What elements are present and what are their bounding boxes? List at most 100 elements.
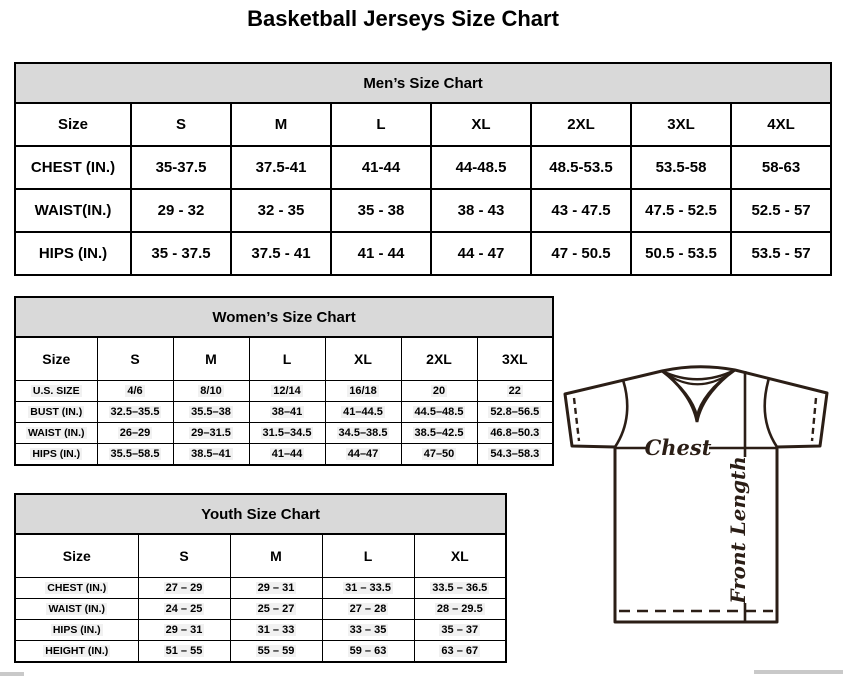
size-value-cell: 32 - 35 bbox=[230, 188, 332, 233]
size-value-cell: 41 - 44 bbox=[330, 231, 432, 276]
row-label-cell: HIPS (IN.) bbox=[14, 231, 132, 276]
size-value-cell: 35 - 38 bbox=[330, 188, 432, 233]
horizontal-scrollbar-fragment[interactable] bbox=[0, 672, 24, 676]
size-value-cell: 52.8–56.5 bbox=[476, 401, 554, 423]
highlighted-text: 12/14 bbox=[271, 385, 303, 397]
horizontal-scrollbar-fragment[interactable] bbox=[754, 670, 843, 674]
size-value-cell: 22 bbox=[476, 380, 554, 402]
size-value-cell: 29–31.5 bbox=[172, 422, 250, 444]
size-value-cell: 33 – 35 bbox=[321, 619, 415, 641]
size-value-cell: 31 – 33.5 bbox=[321, 577, 415, 599]
highlighted-text: 46.8–50.3 bbox=[488, 427, 542, 439]
highlighted-text: 33 – 35 bbox=[347, 624, 389, 636]
highlighted-text: BUST (IN.) bbox=[28, 406, 85, 418]
size-column-header: 2XL bbox=[530, 102, 632, 147]
size-value-cell: 26–29 bbox=[96, 422, 174, 444]
highlighted-text: 63 – 67 bbox=[439, 645, 481, 657]
size-column-header: 2XL bbox=[400, 336, 478, 381]
page-title: Basketball Jerseys Size Chart bbox=[247, 6, 559, 31]
size-value-cell: 35.5–58.5 bbox=[96, 443, 174, 466]
womens-size-table: Women’s Size Chart Size S M L XL 2XL 3XL U.S. SI… bbox=[13, 296, 555, 466]
right-sleeve-dashed-line bbox=[810, 397, 818, 442]
jersey-diagram: Chest Front Length bbox=[563, 365, 829, 624]
size-value-cell: 33.5 – 36.5 bbox=[413, 577, 507, 599]
highlighted-text: HIPS (IN.) bbox=[50, 624, 103, 636]
highlighted-text: 55 – 59 bbox=[255, 645, 297, 657]
highlighted-text: 54.3–58.3 bbox=[488, 448, 542, 460]
highlighted-text: 4/6 bbox=[125, 385, 145, 397]
size-value-cell: 53.5 - 57 bbox=[729, 231, 833, 276]
size-value-cell: 24 – 25 bbox=[137, 598, 231, 620]
size-value-cell: 63 – 67 bbox=[413, 640, 507, 663]
left-sleeve-dashed-line bbox=[572, 397, 581, 442]
size-value-cell: 20 bbox=[400, 380, 478, 402]
size-column-header: L bbox=[330, 102, 432, 147]
highlighted-text: WAIST (IN.) bbox=[25, 427, 87, 439]
jersey-outline bbox=[563, 365, 829, 624]
table-row: HEIGHT (IN.) 51 – 55 55 – 59 59 – 63 63 – 67 bbox=[14, 640, 507, 663]
highlighted-text: 8/10 bbox=[198, 385, 224, 397]
table-title-row: Women’s Size Chart bbox=[13, 296, 555, 338]
size-header-label: Size bbox=[14, 102, 132, 147]
size-value-cell: 44–47 bbox=[324, 443, 402, 466]
size-value-cell: 51 – 55 bbox=[137, 640, 231, 663]
size-column-header: M bbox=[229, 533, 323, 578]
size-column-header: S bbox=[130, 102, 232, 147]
size-value-cell: 35 - 37.5 bbox=[130, 231, 232, 276]
size-value-cell: 59 – 63 bbox=[321, 640, 415, 663]
row-label-cell: WAIST(IN.) bbox=[14, 188, 132, 233]
row-label-cell: WAIST (IN.) bbox=[14, 598, 139, 620]
table-row: HIPS (IN.) 35 - 37.5 37.5 - 41 41 - 44 44 - … bbox=[14, 231, 833, 276]
highlighted-text: 38.5–42.5 bbox=[412, 427, 466, 439]
highlighted-text: 31 – 33.5 bbox=[343, 582, 393, 594]
highlighted-text: 41–44.5 bbox=[341, 406, 385, 418]
size-value-cell: 37.5 - 41 bbox=[230, 231, 332, 276]
highlighted-text: 44.5–48.5 bbox=[412, 406, 466, 418]
size-value-cell: 38.5–41 bbox=[172, 443, 250, 466]
size-column-header: S bbox=[96, 336, 174, 381]
highlighted-text: 27 – 29 bbox=[163, 582, 205, 594]
table-row: HIPS (IN.) 29 – 31 31 – 33 33 – 35 35 – 37 bbox=[14, 619, 507, 641]
size-value-cell: 8/10 bbox=[172, 380, 250, 402]
size-header-label: Size bbox=[14, 336, 98, 381]
size-value-cell: 35-37.5 bbox=[130, 145, 232, 190]
table-title: Men’s Size Chart bbox=[13, 62, 833, 104]
size-column-header: XL bbox=[324, 336, 402, 381]
table-row: U.S. SIZE 4/6 8/10 12/14 16/18 20 22 bbox=[14, 380, 554, 402]
size-column-header: M bbox=[230, 102, 332, 147]
size-value-cell: 27 – 29 bbox=[137, 577, 231, 599]
size-value-cell: 50.5 - 53.5 bbox=[630, 231, 732, 276]
size-column-header: 3XL bbox=[476, 336, 554, 381]
size-value-cell: 38 - 43 bbox=[430, 188, 532, 233]
highlighted-text: HEIGHT (IN.) bbox=[43, 645, 111, 657]
size-value-cell: 44.5–48.5 bbox=[400, 401, 478, 423]
size-header-row: Size S M L XL 2XL 3XL bbox=[14, 336, 554, 381]
table-row: HIPS (IN.) 35.5–58.5 38.5–41 41–44 44–47 47–5… bbox=[14, 443, 554, 466]
highlighted-text: 24 – 25 bbox=[163, 603, 205, 615]
size-value-cell: 52.5 - 57 bbox=[729, 188, 833, 233]
highlighted-text: 34.5–38.5 bbox=[336, 427, 390, 439]
vneck-inner-line bbox=[666, 373, 731, 417]
size-value-cell: 44-48.5 bbox=[430, 145, 532, 190]
table-row: CHEST (IN.) 35-37.5 37.5-41 41-44 44-48.5 48.… bbox=[14, 145, 833, 190]
row-label-cell: HEIGHT (IN.) bbox=[14, 640, 139, 663]
size-value-cell: 47 - 50.5 bbox=[530, 231, 632, 276]
size-column-header: L bbox=[321, 533, 415, 578]
size-value-cell: 58-63 bbox=[729, 145, 833, 190]
size-value-cell: 41-44 bbox=[330, 145, 432, 190]
highlighted-text: 22 bbox=[506, 385, 523, 397]
size-value-cell: 12/14 bbox=[248, 380, 326, 402]
size-value-cell: 34.5–38.5 bbox=[324, 422, 402, 444]
highlighted-text: 16/18 bbox=[347, 385, 379, 397]
size-value-cell: 35.5–38 bbox=[172, 401, 250, 423]
highlighted-text: 47–50 bbox=[421, 448, 457, 460]
row-label-cell: CHEST (IN.) bbox=[14, 577, 139, 599]
size-value-cell: 38.5–42.5 bbox=[400, 422, 478, 444]
highlighted-text: 35.5–58.5 bbox=[108, 448, 162, 460]
highlighted-text: 25 – 27 bbox=[255, 603, 297, 615]
row-label-cell: HIPS (IN.) bbox=[14, 619, 139, 641]
highlighted-text: 52.8–56.5 bbox=[488, 406, 542, 418]
size-value-cell: 46.8–50.3 bbox=[476, 422, 554, 444]
size-value-cell: 16/18 bbox=[324, 380, 402, 402]
row-label-cell: CHEST (IN.) bbox=[14, 145, 132, 190]
